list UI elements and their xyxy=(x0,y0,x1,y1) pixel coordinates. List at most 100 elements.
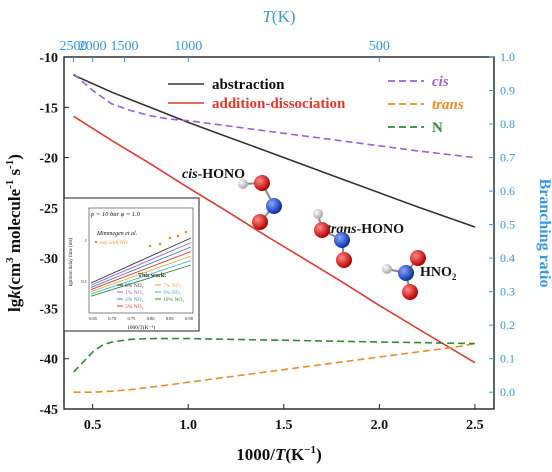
top-tick-label: 1000 xyxy=(174,39,202,54)
legend-left: abstraction addition-dissociation xyxy=(168,77,346,112)
bottom-tick-label: 2.5 xyxy=(466,418,484,433)
hno2-o-atom xyxy=(410,250,426,266)
bottom-axis-title-prefix: 1000/ xyxy=(236,445,275,464)
bottom-tick-label: 1.0 xyxy=(179,418,197,433)
bottom-axis-title-t: T xyxy=(275,445,286,464)
top-tick-label: 1500 xyxy=(111,39,139,54)
right-tick-label: 0.3 xyxy=(500,285,515,299)
inset-exp-point xyxy=(168,236,172,240)
left-axis-title-k: k xyxy=(5,290,24,299)
left-axis-title-lg: lg xyxy=(5,298,24,312)
left-axis-title-sup1: 3 xyxy=(4,257,16,263)
series-line-cis xyxy=(73,73,475,159)
inset-exp-point xyxy=(158,242,162,246)
inset-legend-label: 2% NO₂ xyxy=(125,297,144,303)
inset-ref-label: Mimmegen et al. xyxy=(96,231,137,237)
right-tick-label: 0.6 xyxy=(500,184,515,198)
trans-hono-label-suffix: -HONO xyxy=(357,222,405,237)
bottom-axis: 0.5 1.0 1.5 2.0 2.5 xyxy=(84,404,484,433)
bottom-tick-label: 0.5 xyxy=(84,418,102,433)
inset-y-ticks: 0.11 xyxy=(81,238,87,284)
inset-legend-label: 1% NO₂ xyxy=(125,290,144,296)
inset-this-work: This work: xyxy=(138,273,166,279)
cis-hono-molecule: cis-HONO xyxy=(182,167,282,230)
inset-legend-label: 7% NO₂ xyxy=(163,283,182,289)
left-axis-title-mid: molecule xyxy=(5,188,24,257)
left-axis-title-s: s xyxy=(5,168,24,179)
bottom-axis-title-close: ) xyxy=(316,445,322,464)
trans-hono-h-atom xyxy=(313,209,323,219)
inset-curve xyxy=(90,255,192,293)
inset-plot-area xyxy=(88,207,194,314)
bottom-tick-label: 1.5 xyxy=(275,418,293,433)
left-tick-label: -20 xyxy=(39,152,58,167)
trans-hono-label: trans-HONO xyxy=(327,222,404,237)
left-tick-label: -40 xyxy=(39,353,58,368)
bottom-axis-title: 1000/T(K−1) xyxy=(236,444,321,464)
inset-curve xyxy=(90,251,192,291)
right-tick-label: 0.4 xyxy=(500,251,515,265)
top-axis-title-unit: (K) xyxy=(272,7,296,26)
cis-hono-o-atom xyxy=(254,175,270,191)
left-axis-title-sup2: -1 xyxy=(4,180,16,189)
left-tick-label: -30 xyxy=(39,252,58,267)
cis-hono-n-atom xyxy=(266,198,282,214)
inset-x-tick-label: 0.90 xyxy=(185,316,194,321)
inset-x-tick-label: 0.75 xyxy=(127,316,136,321)
right-tick-label: 0.8 xyxy=(500,117,515,131)
left-tick-label: -35 xyxy=(39,302,58,317)
legend-label-trans: trans xyxy=(432,97,464,113)
inset-y-tick-label: 1 xyxy=(85,238,87,243)
legend-right: cis trans N xyxy=(388,74,464,136)
inset-legend-label: 5% NO₂ xyxy=(125,304,144,310)
top-axis-title-t: T xyxy=(262,7,273,26)
bottom-tick-label: 2.0 xyxy=(371,418,389,433)
trans-hono-o2-atom xyxy=(336,252,352,268)
series-line-n xyxy=(73,337,475,373)
inset-x-tick-label: 0.65 xyxy=(89,316,98,321)
cis-hono-h-atom xyxy=(238,179,248,189)
right-tick-label: 0.5 xyxy=(500,218,515,232)
inset-condition: p = 10 bar φ = 1.0 xyxy=(90,211,141,218)
inset-exp-point xyxy=(176,234,180,238)
series-line-trans xyxy=(73,342,476,394)
left-axis-title-close: ) xyxy=(5,154,24,160)
hno2-label: HNO2 xyxy=(420,265,457,282)
cis-hono-o2-atom xyxy=(252,214,268,230)
legend-label-abstraction: abstraction xyxy=(212,77,285,93)
inset-exp-point xyxy=(184,230,188,234)
hno2-label-main: HNO xyxy=(420,265,452,280)
cis-hono-label: cis-HONO xyxy=(182,167,245,182)
inset-x-tick-label: 0.70 xyxy=(108,316,117,321)
inset-ref-marker xyxy=(94,240,98,244)
cis-hono-label-suffix: -HONO xyxy=(198,167,246,182)
inset-ref-sub: exp with NO xyxy=(100,240,128,246)
trans-hono-molecule: trans-HONO xyxy=(313,209,404,268)
left-tick-label: -45 xyxy=(39,403,58,418)
inset-ylabel: Ignition delay time (ms) xyxy=(69,237,74,286)
right-axis-title: Branching ratio xyxy=(536,179,552,288)
inset-curve xyxy=(90,242,192,286)
series-line-addition-dissociation xyxy=(73,115,476,364)
right-tick-label: 0.1 xyxy=(500,352,515,366)
hno2-o2-atom xyxy=(402,284,418,300)
inset-lines xyxy=(90,230,192,297)
hno2-h-atom xyxy=(382,264,392,274)
inset-figure: p = 10 bar φ = 1.0 Mimmegen et al. exp w… xyxy=(63,197,200,332)
top-tick-label: 500 xyxy=(369,39,390,54)
left-axis-title-sup3: -1 xyxy=(4,160,16,169)
left-tick-label: -10 xyxy=(39,51,58,66)
inset-y-tick-label: 0.1 xyxy=(81,279,87,284)
inset-curve xyxy=(90,246,192,288)
bottom-axis-title-sup: −1 xyxy=(304,444,316,456)
inset-legend-label: 9% NO₂ xyxy=(163,290,182,296)
left-axis-title: lgk(cm3 molecule-1 s-1) xyxy=(4,154,24,312)
series-line-abstraction xyxy=(73,74,476,228)
legend-label-addition: addition-dissociation xyxy=(212,96,346,112)
left-tick-label: -15 xyxy=(39,101,58,116)
legend-label-n: N xyxy=(432,120,443,136)
inset-legend-label: 0% NO₂ xyxy=(125,283,144,289)
